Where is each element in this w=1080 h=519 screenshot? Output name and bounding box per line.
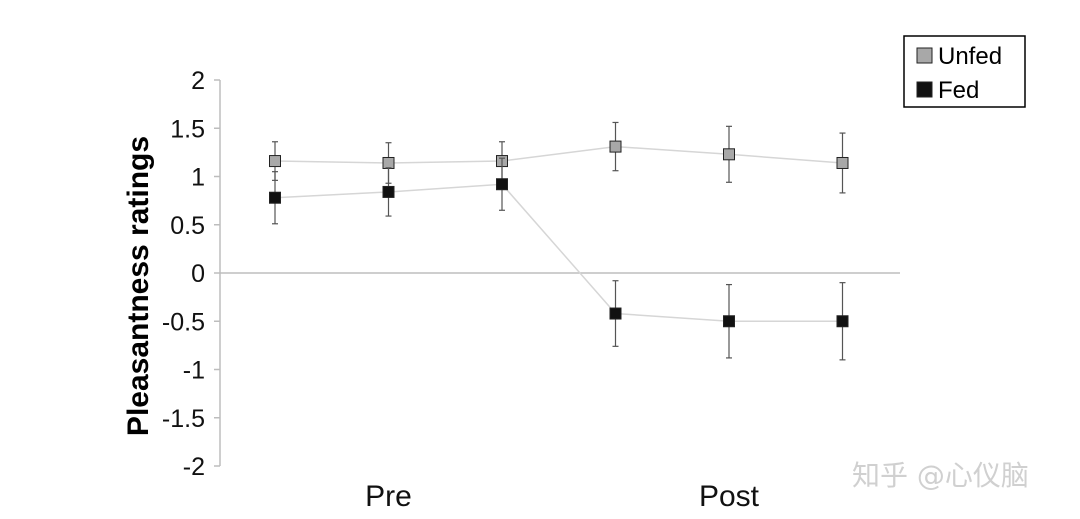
y-axis-label: Pleasantness ratings [122,136,155,436]
y-tick-label: -1 [183,357,205,385]
y-tick-label: 0 [191,260,205,288]
legend-swatch [916,47,933,64]
series-layer [269,121,849,361]
axes: 2 1.5 1 0.5 0 -0.5 -1 -1.5 -2 Pre Post [162,67,900,513]
legend: Unfed Fed [903,35,1026,108]
data-point [609,140,622,153]
series-line [274,183,843,322]
x-group-label: Post [699,480,760,513]
watermark-text: 知乎 @心仪脑 [852,459,1029,492]
data-point [723,148,735,161]
data-point [836,156,849,169]
data-point [269,155,281,168]
data-point [269,191,281,204]
y-tick-label: -2 [183,453,205,481]
data-point [723,315,735,328]
y-tick-label: 1 [191,164,205,192]
data-point [609,307,622,320]
series-fed [269,157,849,361]
legend-label: Unfed [938,43,1002,70]
data-point [382,185,395,198]
legend-swatch [916,81,933,98]
y-tick-label: 0.5 [170,212,205,240]
data-point [382,156,395,169]
y-tick-label: 1.5 [170,115,205,143]
data-point [496,178,508,191]
y-tick-label: -1.5 [162,405,205,433]
legend-label: Fed [938,77,979,104]
x-group-label: Pre [365,480,412,513]
series-line [274,145,843,164]
y-tick-label: -0.5 [162,308,205,336]
data-point [836,315,849,328]
series-unfed [269,121,849,194]
y-tick-label: 2 [191,67,205,95]
